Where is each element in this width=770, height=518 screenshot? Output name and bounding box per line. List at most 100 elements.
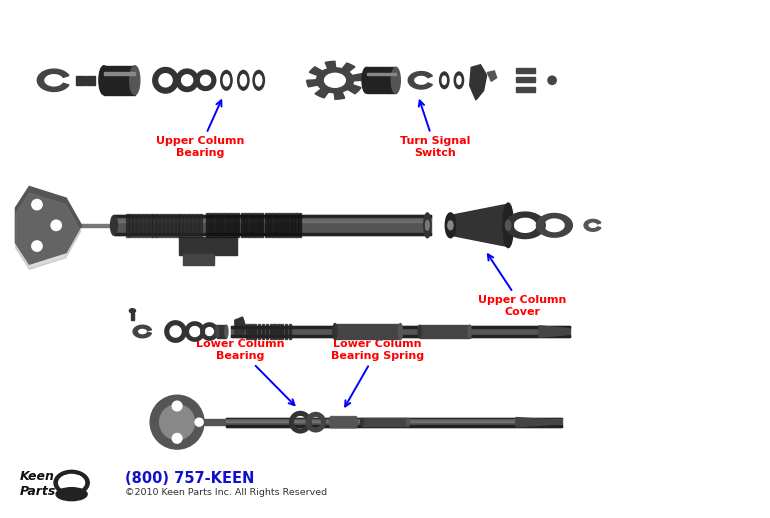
Ellipse shape: [330, 416, 333, 428]
Bar: [254, 213, 256, 237]
Bar: [129, 214, 132, 237]
Bar: [226, 418, 562, 419]
Bar: [278, 213, 280, 237]
Ellipse shape: [32, 241, 42, 251]
Polygon shape: [185, 321, 205, 342]
Bar: [265, 213, 267, 237]
Bar: [230, 213, 233, 237]
Bar: [266, 324, 268, 339]
Bar: [247, 213, 249, 237]
Ellipse shape: [347, 416, 351, 428]
Wedge shape: [133, 325, 152, 338]
Ellipse shape: [426, 221, 429, 230]
Bar: [275, 213, 277, 237]
Ellipse shape: [398, 324, 403, 339]
Bar: [226, 425, 562, 427]
Ellipse shape: [159, 405, 195, 440]
Ellipse shape: [448, 221, 453, 230]
Polygon shape: [516, 418, 562, 427]
Bar: [516, 77, 535, 82]
Bar: [213, 213, 216, 237]
Bar: [240, 213, 243, 237]
Bar: [179, 237, 237, 255]
Polygon shape: [306, 61, 363, 99]
Ellipse shape: [346, 416, 350, 428]
Bar: [226, 419, 562, 422]
Ellipse shape: [424, 213, 431, 238]
Ellipse shape: [353, 416, 356, 428]
Bar: [114, 218, 431, 222]
Bar: [141, 214, 144, 237]
Polygon shape: [450, 204, 508, 247]
Ellipse shape: [418, 325, 421, 338]
Ellipse shape: [54, 470, 89, 495]
Polygon shape: [536, 213, 573, 238]
Polygon shape: [470, 65, 487, 100]
Bar: [231, 326, 570, 328]
Ellipse shape: [336, 416, 340, 428]
Ellipse shape: [99, 66, 109, 95]
Bar: [114, 215, 431, 235]
Bar: [289, 324, 291, 339]
Ellipse shape: [506, 221, 511, 230]
Ellipse shape: [172, 401, 182, 411]
Bar: [133, 214, 136, 237]
Bar: [204, 419, 227, 425]
Ellipse shape: [503, 203, 514, 248]
Polygon shape: [289, 411, 312, 434]
Bar: [164, 214, 167, 237]
Bar: [195, 214, 198, 237]
Polygon shape: [195, 69, 216, 91]
Ellipse shape: [59, 474, 85, 491]
Bar: [72, 224, 129, 227]
Bar: [209, 213, 212, 237]
Ellipse shape: [225, 325, 228, 338]
Ellipse shape: [195, 418, 203, 426]
Bar: [223, 213, 226, 237]
Text: ©2010 Keen Parts Inc. All Rights Reserved: ©2010 Keen Parts Inc. All Rights Reserve…: [125, 488, 326, 497]
Ellipse shape: [468, 325, 471, 338]
Ellipse shape: [333, 324, 337, 339]
Text: Upper Column
Cover: Upper Column Cover: [478, 254, 566, 317]
Bar: [258, 213, 260, 237]
Bar: [191, 214, 194, 237]
Bar: [145, 214, 148, 237]
Ellipse shape: [333, 416, 336, 428]
Bar: [179, 214, 182, 237]
Bar: [270, 324, 272, 339]
Bar: [216, 213, 219, 237]
Polygon shape: [152, 67, 179, 94]
Bar: [168, 214, 171, 237]
Bar: [367, 67, 396, 93]
Bar: [114, 215, 431, 218]
Ellipse shape: [407, 419, 410, 426]
Bar: [227, 213, 229, 237]
Text: Lower Column
Bearing: Lower Column Bearing: [196, 339, 294, 405]
Bar: [244, 213, 246, 237]
Ellipse shape: [454, 72, 464, 89]
Ellipse shape: [238, 70, 249, 90]
Bar: [516, 68, 535, 73]
Ellipse shape: [337, 416, 341, 428]
Bar: [217, 325, 226, 338]
Ellipse shape: [339, 416, 343, 428]
Wedge shape: [408, 71, 433, 89]
Bar: [131, 313, 134, 320]
Bar: [246, 324, 249, 339]
Polygon shape: [200, 322, 219, 341]
Ellipse shape: [216, 325, 219, 338]
Ellipse shape: [129, 66, 140, 95]
Ellipse shape: [223, 75, 229, 86]
Polygon shape: [306, 412, 326, 433]
Polygon shape: [504, 211, 546, 239]
Bar: [187, 214, 190, 237]
Bar: [296, 213, 298, 237]
Bar: [516, 87, 535, 92]
Bar: [262, 324, 264, 339]
Bar: [254, 324, 256, 339]
Ellipse shape: [440, 72, 449, 89]
Bar: [285, 213, 287, 237]
Text: (800) 757-KEEN: (800) 757-KEEN: [125, 471, 254, 486]
Ellipse shape: [350, 416, 354, 428]
Polygon shape: [487, 71, 497, 81]
